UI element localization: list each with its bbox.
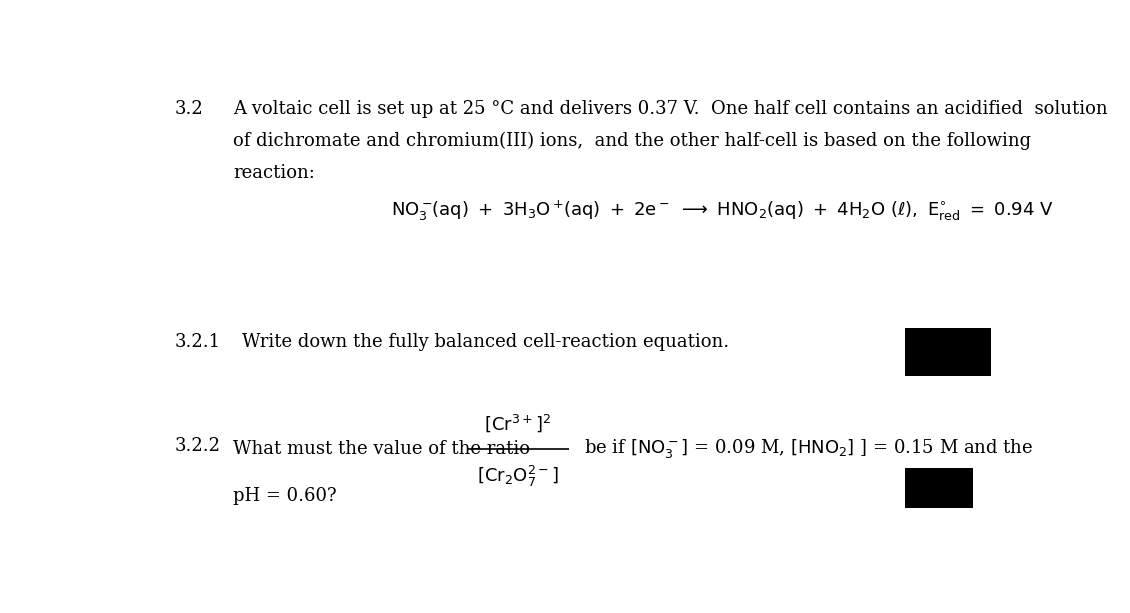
Text: pH = 0.60?: pH = 0.60? xyxy=(233,487,337,504)
Text: of dichromate and chromium(III) ions,  and the other half-cell is based on the f: of dichromate and chromium(III) ions, an… xyxy=(233,132,1032,150)
Text: A voltaic cell is set up at 25 °C and delivers 0.37 V.  One half cell contains a: A voltaic cell is set up at 25 °C and de… xyxy=(233,99,1107,118)
Text: $\mathrm{NO_3^-\!(aq)\ +\ 3H_3O^+\!(aq)\ +\ 2e^-\ \longrightarrow\ HNO_2(aq)\ +\: $\mathrm{NO_3^-\!(aq)\ +\ 3H_3O^+\!(aq)\… xyxy=(391,199,1054,223)
Text: reaction:: reaction: xyxy=(233,164,315,181)
Text: Write down the fully balanced cell-reaction equation.: Write down the fully balanced cell-react… xyxy=(242,333,729,351)
Text: 3.2.1: 3.2.1 xyxy=(174,333,220,351)
Text: What must the value of the ratio: What must the value of the ratio xyxy=(233,440,530,458)
Text: 3.2: 3.2 xyxy=(174,99,203,118)
Text: be if $[\mathrm{NO_3^-}]$ = 0.09 M, $[\mathrm{HNO_2}]$ ] = 0.15 M and the: be if $[\mathrm{NO_3^-}]$ = 0.09 M, $[\m… xyxy=(583,437,1033,460)
Text: $[\mathrm{Cr}^{3+}]^2$: $[\mathrm{Cr}^{3+}]^2$ xyxy=(485,412,551,434)
Text: 3.2.2: 3.2.2 xyxy=(174,437,220,455)
Text: $[\mathrm{Cr_2O_7^{2-}}]$: $[\mathrm{Cr_2O_7^{2-}}]$ xyxy=(477,464,558,489)
Bar xyxy=(905,329,991,376)
Bar xyxy=(905,468,973,508)
